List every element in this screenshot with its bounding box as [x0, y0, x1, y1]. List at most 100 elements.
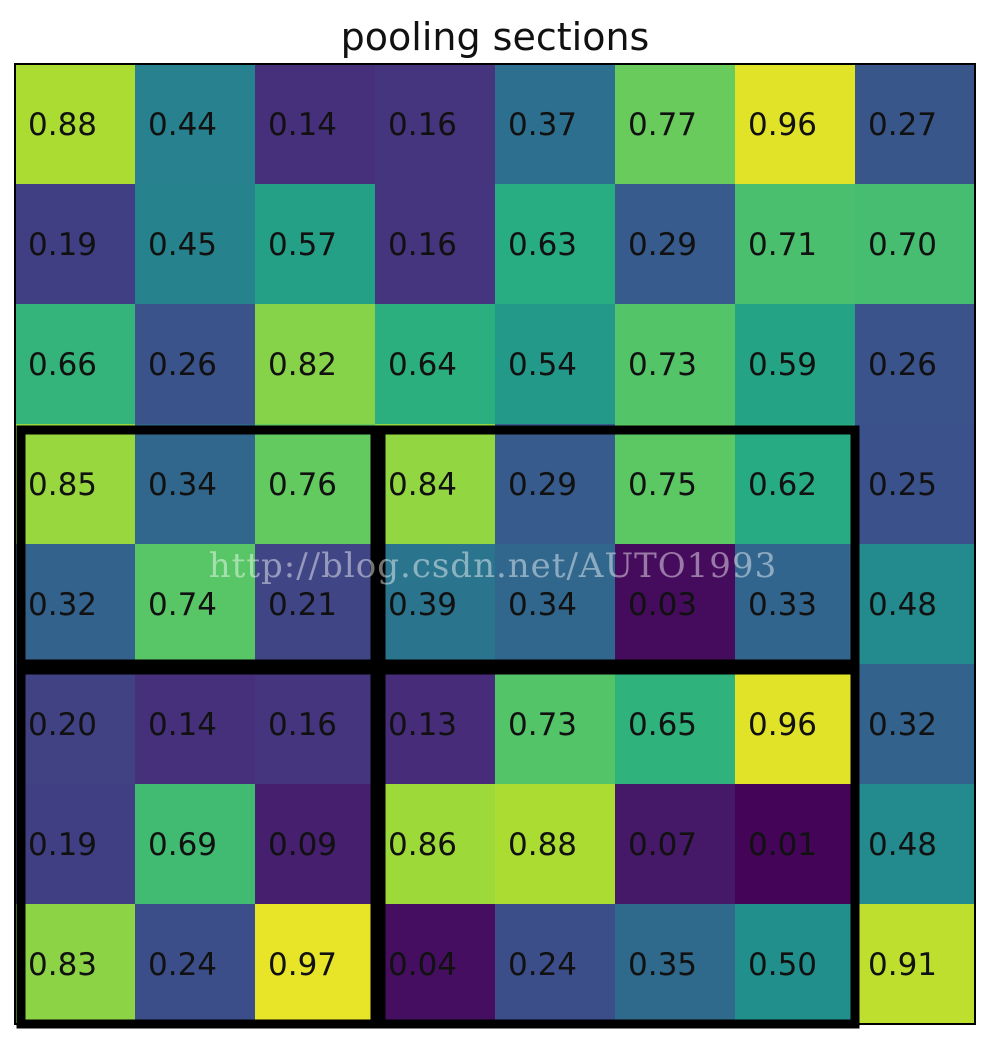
heatmap-cell [495, 784, 616, 905]
cell-value-label: 0.35 [628, 947, 697, 983]
heatmap-cell [495, 184, 616, 305]
cell-value-label: 0.71 [748, 227, 817, 263]
heatmap-cell [15, 64, 136, 185]
heatmap-cell [615, 544, 736, 665]
cell-value-label: 0.83 [28, 947, 97, 983]
heatmap-cell [15, 544, 136, 665]
cell-value-label: 0.16 [388, 227, 457, 263]
heatmap-cells [15, 64, 976, 1025]
heatmap-cell [615, 304, 736, 425]
cell-value-label: 0.07 [628, 827, 697, 863]
cell-value-label: 0.84 [388, 467, 457, 503]
cell-value-label: 0.45 [148, 227, 217, 263]
heatmap-cell [735, 904, 856, 1025]
pooling-section-box [376, 665, 860, 1029]
cell-value-label: 0.65 [628, 707, 697, 743]
heatmap-cell [375, 304, 496, 425]
heatmap-cell [135, 784, 256, 905]
cell-value-label: 0.24 [508, 947, 577, 983]
heatmap-cell [375, 904, 496, 1025]
cell-value-label: 0.88 [28, 107, 97, 143]
cell-value-label: 0.48 [868, 587, 937, 623]
heatmap-cell-labels: 0.88 0.44 0.14 0.16 0.37 0.77 0.96 0.27 0.19 0.45… [28, 107, 937, 983]
cell-value-label: 0.34 [148, 467, 217, 503]
chart-title: pooling sections [341, 15, 650, 59]
heatmap-cell [375, 184, 496, 305]
cell-value-label: 0.33 [748, 587, 817, 623]
heatmap-cell [855, 184, 976, 305]
cell-value-label: 0.91 [868, 947, 937, 983]
heatmap-cell [495, 904, 616, 1025]
cell-value-label: 0.03 [628, 587, 697, 623]
heatmap-cell [15, 784, 136, 905]
cell-value-label: 0.27 [868, 107, 937, 143]
heatmap-cell [15, 664, 136, 785]
heatmap-cell [855, 904, 976, 1025]
heatmap-cell [495, 664, 616, 785]
cell-value-label: 0.01 [748, 827, 817, 863]
heatmap-cell [255, 904, 376, 1025]
cell-value-label: 0.44 [148, 107, 217, 143]
cell-value-label: 0.19 [28, 827, 97, 863]
cell-value-label: 0.63 [508, 227, 577, 263]
heatmap-cell [15, 904, 136, 1025]
cell-value-label: 0.54 [508, 347, 577, 383]
heatmap-cell [375, 544, 496, 665]
pooling-section-box [16, 665, 380, 1029]
heatmap-cell [735, 544, 856, 665]
cell-value-label: 0.14 [268, 107, 337, 143]
heatmap-cell [495, 64, 616, 185]
pooling-section-box [376, 425, 860, 669]
cell-value-label: 0.34 [508, 587, 577, 623]
cell-value-label: 0.26 [868, 347, 937, 383]
cell-value-label: 0.13 [388, 707, 457, 743]
pooling-section-boxes [16, 425, 860, 1029]
cell-value-label: 0.57 [268, 227, 337, 263]
cell-value-label: 0.04 [388, 947, 457, 983]
cell-value-label: 0.09 [268, 827, 337, 863]
cell-value-label: 0.24 [148, 947, 217, 983]
heatmap-cell [855, 784, 976, 905]
cell-value-label: 0.32 [868, 707, 937, 743]
heatmap-cell [375, 424, 496, 545]
heatmap-cell [255, 784, 376, 905]
cell-value-label: 0.50 [748, 947, 817, 983]
heatmap-cell [135, 184, 256, 305]
heatmap-cell [375, 664, 496, 785]
cell-value-label: 0.76 [268, 467, 337, 503]
cell-value-label: 0.85 [28, 467, 97, 503]
cell-value-label: 0.66 [28, 347, 97, 383]
cell-value-label: 0.16 [268, 707, 337, 743]
cell-value-label: 0.16 [388, 107, 457, 143]
heatmap-cell [855, 544, 976, 665]
cell-value-label: 0.96 [748, 707, 817, 743]
cell-value-label: 0.26 [148, 347, 217, 383]
heatmap-cell [255, 664, 376, 785]
cell-value-label: 0.37 [508, 107, 577, 143]
cell-value-label: 0.25 [868, 467, 937, 503]
heatmap-cell [255, 184, 376, 305]
heatmap-cell [735, 304, 856, 425]
cell-value-label: 0.88 [508, 827, 577, 863]
cell-value-label: 0.14 [148, 707, 217, 743]
heatmap-cell [255, 64, 376, 185]
cell-value-label: 0.86 [388, 827, 457, 863]
heatmap-cell [15, 184, 136, 305]
heatmap-cell [135, 64, 256, 185]
cell-value-label: 0.70 [868, 227, 937, 263]
heatmap-cell [615, 184, 736, 305]
cell-value-label: 0.73 [508, 707, 577, 743]
heatmap-cell [495, 424, 616, 545]
cell-value-label: 0.64 [388, 347, 457, 383]
heatmap-cell [135, 904, 256, 1025]
cell-value-label: 0.96 [748, 107, 817, 143]
cell-value-label: 0.74 [148, 587, 217, 623]
heatmap-cell [855, 664, 976, 785]
heatmap-cell [855, 424, 976, 545]
heatmap-cell [135, 664, 256, 785]
heatmap-cell [855, 64, 976, 185]
heatmap-cell [615, 424, 736, 545]
cell-value-label: 0.59 [748, 347, 817, 383]
cell-value-label: 0.62 [748, 467, 817, 503]
